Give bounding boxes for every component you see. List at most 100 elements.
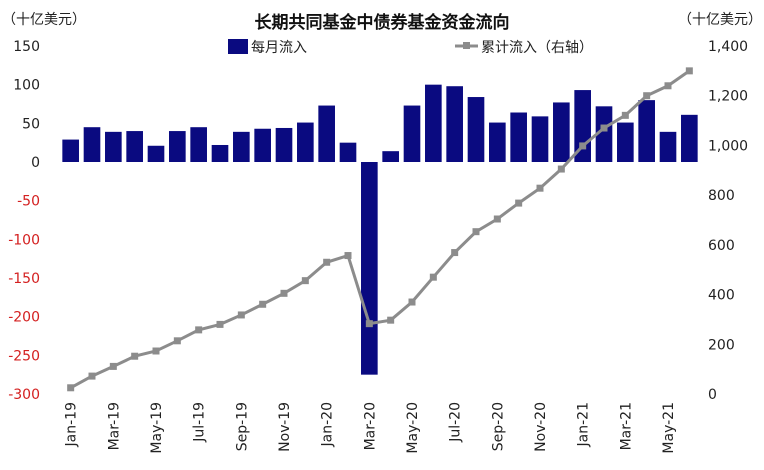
bar — [617, 122, 634, 162]
right-tick-label: 800 — [708, 188, 735, 204]
left-tick-label: 100 — [13, 78, 40, 94]
x-tick-label: Jan-20 — [320, 402, 336, 447]
x-tick-label: Jan-19 — [64, 402, 80, 447]
x-tick-label: Mar-20 — [362, 402, 378, 450]
line-point — [579, 142, 587, 150]
x-tick-label: Nov-19 — [277, 402, 293, 452]
line-point — [451, 249, 459, 257]
line-point — [408, 298, 416, 306]
right-axis-unit: （十亿美元） — [678, 12, 762, 28]
right-tick-label: 0 — [708, 387, 717, 403]
line-point — [472, 228, 480, 236]
x-tick-label: Jul-19 — [192, 402, 208, 443]
line-point — [664, 82, 672, 90]
line-point — [152, 347, 160, 355]
line-point — [344, 252, 352, 260]
x-tick-label: Jul-20 — [448, 402, 464, 443]
bar-series — [62, 84, 698, 375]
legend-bar-swatch — [228, 39, 248, 54]
x-tick-label: Mar-21 — [618, 402, 634, 450]
bar — [553, 102, 570, 162]
line-point — [301, 277, 309, 285]
left-tick-label: -300 — [8, 387, 40, 403]
line-point — [365, 320, 373, 328]
bar — [339, 142, 357, 162]
line-point — [216, 320, 224, 328]
line-point — [67, 384, 75, 392]
x-tick-label: Sep-19 — [234, 402, 250, 451]
legend-bar-label: 每月流入 — [251, 40, 307, 56]
right-tick-label: 1,200 — [708, 89, 748, 105]
bar — [83, 127, 101, 162]
bar — [361, 162, 378, 375]
right-tick-label: 1,000 — [708, 138, 748, 154]
chart-title: 长期共同基金中债券基金资金流向 — [255, 12, 510, 33]
left-tick-label: 50 — [22, 116, 40, 132]
x-tick-label: Jan-21 — [576, 402, 592, 447]
line-point — [685, 67, 693, 75]
x-tick-label: Sep-20 — [490, 402, 506, 451]
bar — [382, 151, 399, 162]
line-point — [429, 273, 437, 281]
legend-line-label: 累计流入（右轴） — [481, 40, 593, 56]
x-tick-label: May-21 — [661, 402, 677, 454]
bar — [681, 114, 698, 162]
line-point — [387, 316, 395, 324]
right-tick-label: 1,400 — [708, 39, 748, 55]
line-point — [323, 258, 331, 266]
line-point — [109, 362, 117, 370]
line-point — [536, 184, 544, 192]
bar — [425, 84, 442, 162]
line-point — [259, 300, 267, 308]
bar — [638, 100, 655, 162]
left-tick-label: 0 — [31, 155, 40, 171]
bar — [403, 105, 421, 162]
bar — [531, 116, 549, 162]
legend: 每月流入 累计流入（右轴） — [228, 39, 593, 56]
left-tick-label: -200 — [8, 310, 40, 326]
line-point — [600, 124, 608, 132]
bar — [659, 131, 677, 162]
left-axis-unit: （十亿美元） — [2, 12, 86, 28]
bar — [105, 131, 122, 162]
line-point — [643, 92, 651, 100]
bar — [510, 112, 527, 162]
bar — [233, 131, 250, 162]
x-tick-label: May-20 — [405, 402, 421, 454]
line-point — [621, 111, 629, 119]
right-axis: 1,400 1,200 1,000 800 600 400 200 0 — [708, 39, 748, 403]
line-point — [173, 337, 181, 345]
bar — [595, 106, 613, 162]
right-tick-label: 400 — [708, 288, 735, 304]
x-axis: Jan-19 Mar-19 May-19 Jul-19 Sep-19 Nov-19 Jan-… — [64, 402, 677, 454]
left-tick-label: -150 — [8, 271, 40, 287]
bar — [254, 128, 271, 162]
bar — [489, 122, 506, 162]
bar — [467, 97, 485, 162]
right-tick-label: 200 — [708, 337, 735, 353]
bar — [169, 131, 186, 162]
bar — [446, 86, 463, 162]
x-tick-label: Mar-19 — [106, 402, 122, 450]
bar — [190, 127, 207, 162]
cumulative-line — [69, 69, 691, 390]
left-tick-label: -50 — [17, 194, 40, 210]
line-point — [88, 372, 96, 380]
x-tick-label: Nov-20 — [533, 402, 549, 452]
line-point — [280, 289, 288, 297]
left-axis: 150 100 50 0 -50 -100 -150 -200 -250 -300 — [8, 39, 40, 403]
left-tick-label: 150 — [13, 39, 40, 55]
left-tick-label: -100 — [8, 232, 40, 248]
bar — [147, 145, 165, 162]
line-point — [131, 352, 139, 360]
line-point — [557, 165, 565, 173]
bar — [211, 144, 229, 162]
line-point — [195, 326, 203, 334]
x-tick-label: May-19 — [149, 402, 165, 454]
line-point — [237, 311, 245, 319]
line-point — [515, 199, 523, 207]
line-point — [493, 215, 501, 223]
bar — [275, 127, 293, 162]
line-series — [67, 67, 693, 392]
